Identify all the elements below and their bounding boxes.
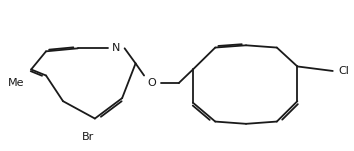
Text: N: N	[112, 43, 120, 53]
Text: Me: Me	[8, 78, 24, 88]
Text: Cl: Cl	[338, 66, 349, 76]
Text: Br: Br	[82, 132, 94, 142]
Text: O: O	[148, 78, 156, 88]
